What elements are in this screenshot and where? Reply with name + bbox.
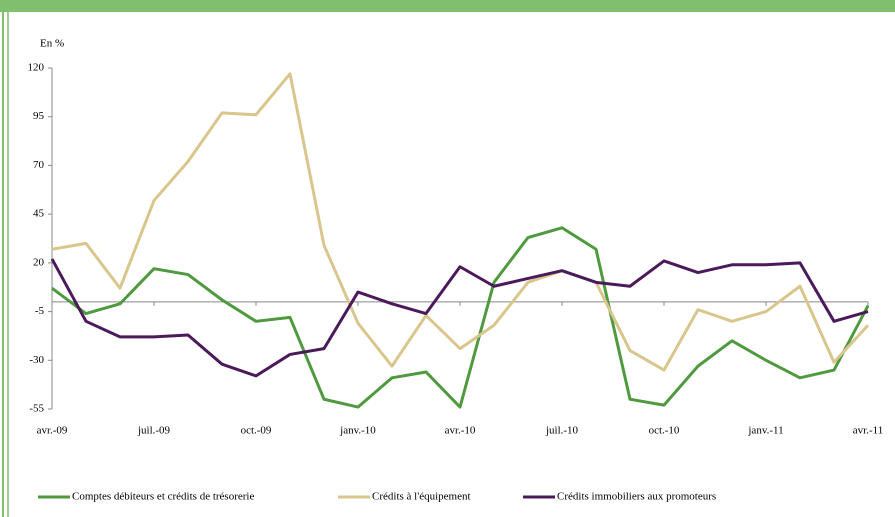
y-tick-label: 45 (33, 208, 45, 220)
x-tick-label: janv.-10 (339, 425, 376, 437)
y-tick-label: 70 (33, 159, 45, 171)
x-tick-label: juil.-10 (545, 425, 579, 437)
legend-label: Crédits immobiliers aux promoteurs (557, 491, 716, 503)
x-tick-label: oct.-10 (649, 425, 680, 437)
y-tick-label: -55 (29, 403, 44, 415)
series-line (51, 226, 870, 409)
series-line (51, 72, 870, 372)
y-tick-label: 120 (28, 62, 45, 74)
x-tick-label: janv.-11 (747, 425, 783, 437)
x-tick-label: avr.-10 (445, 425, 476, 437)
legend-label: Crédits à l'équipement (372, 491, 471, 503)
top-band (0, 0, 895, 12)
x-tick-label: juil.-09 (137, 425, 171, 437)
x-tick-label: avr.-09 (37, 425, 68, 437)
series-line (50, 258, 869, 378)
y-tick-label: -30 (29, 354, 44, 366)
y-tick-label: -5 (35, 305, 45, 317)
legend-label: Comptes débiteurs et crédits de trésorer… (72, 491, 254, 503)
y-axis-label: En % (40, 38, 64, 50)
y-tick-label: 20 (33, 256, 45, 268)
y-tick-label: 95 (33, 110, 45, 122)
x-tick-label: oct.-09 (241, 425, 272, 437)
x-tick-label: avr.-11 (853, 425, 883, 437)
